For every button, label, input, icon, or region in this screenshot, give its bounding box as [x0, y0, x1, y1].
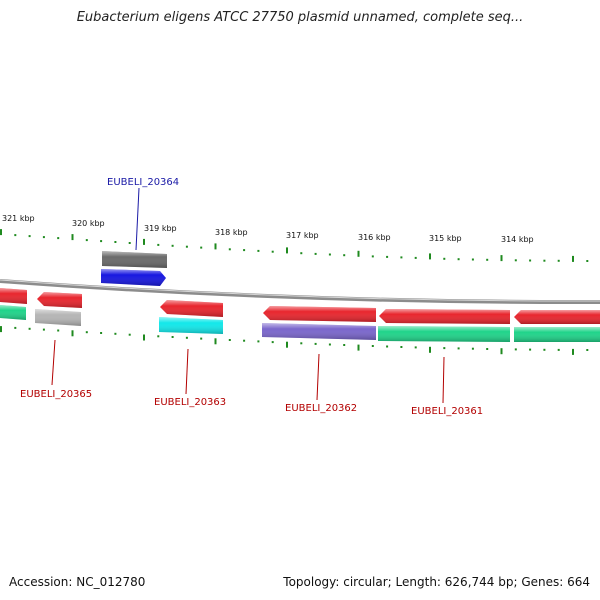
ruler-label: 319 kbp [144, 224, 177, 233]
gene-eubeli-20365[interactable] [35, 309, 81, 326]
leader-line-20362 [316, 353, 320, 401]
ruler-label: 316 kbp [358, 233, 391, 242]
topology-text: Topology: circular; Length: 626,744 bp; … [283, 575, 590, 589]
gene-eubeli-20362[interactable] [262, 323, 376, 340]
gene-label-20365[interactable]: EUBELI_20365 [20, 389, 92, 400]
ruler-label: 314 kbp [501, 235, 534, 244]
gene-red-left-edge[interactable] [0, 288, 27, 304]
ruler-ticks-lower [0, 326, 589, 355]
gene-green-right-edge[interactable] [514, 327, 600, 342]
leader-line-20364 [135, 187, 140, 251]
gene-label-20363[interactable]: EUBELI_20363 [154, 397, 226, 408]
genome-backbone-highlight [0, 279, 600, 302]
accession-text: Accession: NC_012780 [9, 575, 146, 589]
gene-red-20362-partner[interactable] [263, 306, 376, 322]
gene-eubeli-20364[interactable] [101, 269, 166, 286]
map-title: Eubacterium eligens ATCC 27750 plasmid u… [76, 10, 524, 25]
ruler-label: 317 kbp [286, 231, 319, 240]
genome-backbone [0, 279, 600, 305]
ruler-label: 318 kbp [215, 228, 248, 237]
ruler-label: 321 kbp [2, 214, 35, 223]
leader-line-20361 [442, 356, 445, 404]
gene-label-20362[interactable]: EUBELI_20362 [285, 403, 357, 414]
ruler-ticks-upper [0, 229, 589, 262]
gene-red-20363-partner[interactable] [160, 300, 223, 317]
gene-label-20361[interactable]: EUBELI_20361 [411, 406, 483, 417]
gene-label-20364[interactable]: EUBELI_20364 [107, 177, 179, 188]
gene-red-20365-partner[interactable] [37, 292, 82, 308]
leader-line-20365 [51, 339, 56, 386]
ruler-label: 320 kbp [72, 219, 105, 228]
gene-eubeli-20361[interactable] [378, 326, 510, 342]
gene-eubeli-20363[interactable] [159, 317, 223, 334]
gene-red-right-edge[interactable] [514, 310, 600, 324]
gene-red-20361-partner[interactable] [379, 309, 510, 324]
ruler-label: 315 kbp [429, 234, 462, 243]
gene-green-left-edge[interactable] [0, 305, 26, 320]
leader-line-20363 [185, 348, 189, 395]
gene-eubeli-20364-upper[interactable] [102, 251, 167, 268]
